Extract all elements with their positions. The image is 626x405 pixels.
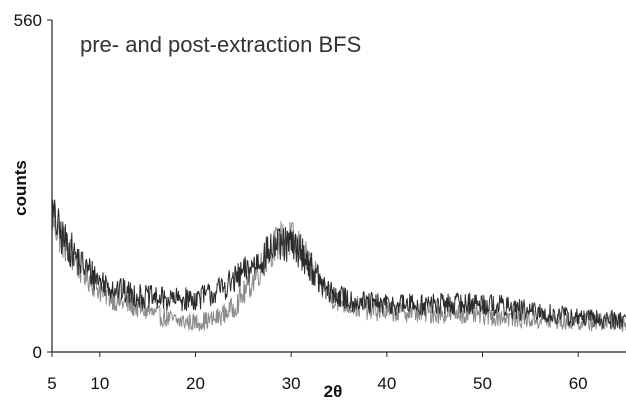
x-tick-label: 60 [569,374,588,393]
x-tick-label: 5 [47,374,56,393]
y-axis-title: counts [11,160,30,216]
x-tick-label: 10 [90,374,109,393]
y-tick-label: 0 [33,343,42,362]
x-axis-title: 2θ [324,382,343,401]
x-tick-label: 40 [377,374,396,393]
chart-title: pre- and post-extraction BFS [80,32,361,57]
series-line-2 [51,199,626,330]
y-tick-label: 560 [14,11,42,30]
x-tick-label: 30 [282,374,301,393]
x-tick-label: 20 [186,374,205,393]
tick-layer: 5 10 20 30 40 50 60 0 560 [14,11,588,393]
series-layer [51,199,626,332]
x-tick-label: 50 [473,374,492,393]
